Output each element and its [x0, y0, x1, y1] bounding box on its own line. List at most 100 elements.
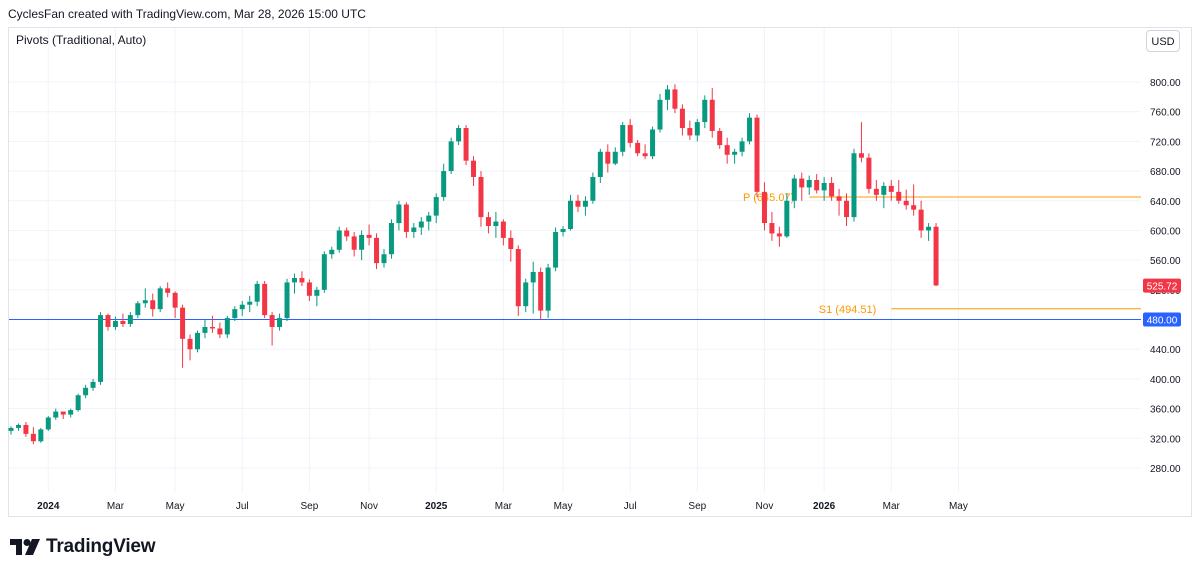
candle [858, 122, 864, 163]
x-tick-label: 2024 [37, 501, 60, 512]
candle-body [523, 282, 529, 307]
candle-body [724, 145, 730, 155]
candle-body [98, 315, 104, 382]
candle [314, 286, 320, 307]
candle-body [821, 182, 827, 191]
last-price-tag-bg [1143, 278, 1181, 293]
candle-body [321, 254, 327, 290]
candle-body [269, 315, 275, 327]
candle [896, 179, 902, 204]
candle [329, 246, 335, 259]
candle [448, 137, 454, 175]
candle-body [687, 128, 693, 136]
horizontal-line-tag-bg [1143, 312, 1181, 327]
candle-body [590, 177, 596, 201]
candle [776, 226, 782, 247]
candle-body [60, 411, 66, 415]
candle-body [344, 230, 350, 237]
x-tick-label: Jul [624, 501, 637, 512]
candle [291, 273, 297, 294]
candle [68, 408, 74, 418]
candle [224, 315, 230, 339]
candle-body [45, 417, 51, 430]
candle-body [538, 272, 544, 311]
y-tick-label: 320.00 [1150, 434, 1181, 445]
y-tick-label: 760.00 [1150, 108, 1181, 119]
candle-body [411, 227, 417, 232]
candle [590, 172, 596, 204]
time-axis: 2024 Mar May Jul Sep Nov 2025 Mar May Jul Sep Nov 20… [37, 501, 968, 512]
price-chart[interactable]: P (645.07) S1 (494.51) 280.00 320.00 360.00… [0, 0, 1200, 520]
candle-body [627, 125, 633, 143]
candle [888, 179, 894, 201]
candle [30, 427, 36, 445]
candle-body [851, 153, 857, 218]
candle-body [127, 315, 133, 324]
candle [157, 286, 163, 313]
candle [493, 211, 499, 238]
candle [359, 230, 365, 261]
candle [441, 163, 447, 201]
candle-body [306, 282, 312, 296]
candle [538, 267, 544, 320]
candle [814, 174, 820, 194]
candle-body [754, 117, 760, 192]
candle-body [784, 200, 790, 237]
candle [933, 223, 939, 287]
candle [829, 177, 835, 201]
candle [336, 226, 342, 253]
candle-body [888, 185, 894, 192]
brand-name: TradingView [46, 536, 156, 557]
reference-lines: P (645.07) S1 (494.51) [9, 192, 1141, 321]
candle-body [83, 387, 89, 396]
candle-body [291, 277, 297, 283]
candle [657, 93, 663, 133]
candle-body [605, 151, 611, 164]
candle [627, 119, 633, 148]
x-tick-label: May [166, 501, 185, 512]
candle-body [709, 99, 715, 131]
candle [717, 128, 723, 149]
candle [739, 137, 745, 157]
candle-body [478, 177, 484, 218]
candle [239, 300, 245, 316]
indicator-legend[interactable]: Pivots (Traditional, Auto) [16, 33, 147, 47]
candle [90, 378, 96, 391]
x-tick-label: May [554, 501, 573, 512]
currency-button[interactable]: USD [1146, 30, 1180, 52]
candle-body [500, 221, 506, 238]
candle-body [284, 282, 290, 319]
candle-body [508, 237, 514, 250]
candle [232, 306, 238, 322]
candle-body [374, 237, 380, 264]
y-tick-label: 560.00 [1150, 256, 1181, 267]
candle-body [232, 309, 238, 319]
candle [456, 125, 462, 146]
candle [411, 223, 417, 238]
candle-body [873, 188, 879, 195]
candle-body [426, 215, 432, 222]
candle [926, 223, 932, 241]
candle-body [485, 217, 491, 227]
attribution-text: CyclesFan created with TradingView.com, … [8, 7, 366, 21]
candle-body [388, 223, 394, 255]
candle [60, 411, 66, 420]
candle [23, 421, 29, 437]
candle [217, 322, 223, 339]
candle [195, 330, 200, 353]
candle [396, 200, 402, 231]
grid-lines [9, 28, 1141, 492]
candle [791, 174, 797, 209]
candle [388, 219, 394, 259]
price-tags: 525.72 480.00 [1143, 278, 1181, 327]
candle [769, 211, 775, 241]
candle [8, 426, 14, 435]
candle-body [806, 179, 812, 188]
candle [284, 278, 290, 322]
candle-body [165, 288, 171, 293]
candle-body [620, 125, 626, 152]
candle [747, 113, 753, 145]
pivot-label-s1: S1 (494.51) [819, 304, 876, 316]
candle [471, 156, 477, 186]
candle [732, 148, 738, 164]
